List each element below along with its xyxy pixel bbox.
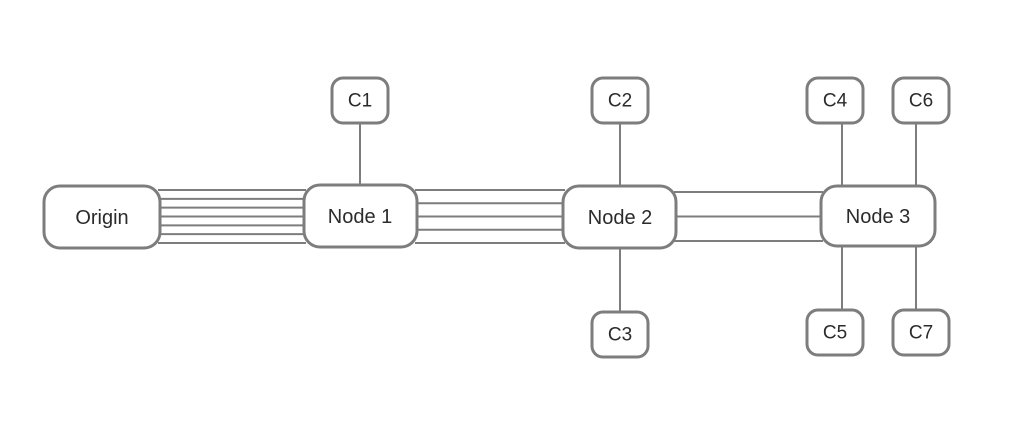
child-c6[interactable]: C6 <box>891 76 951 125</box>
child-c3-label: C3 <box>608 325 632 346</box>
child-c4-label: C4 <box>823 91 848 112</box>
child-c2[interactable]: C2 <box>590 76 650 125</box>
node-node-1[interactable]: Node 1 <box>302 183 419 249</box>
child-c6-label: C6 <box>909 91 933 112</box>
child-c2-label: C2 <box>608 91 632 112</box>
child-c3[interactable]: C3 <box>590 310 650 359</box>
child-c1[interactable]: C1 <box>330 76 390 125</box>
node-node-1-label: Node 1 <box>328 206 393 228</box>
child-c1-label: C1 <box>348 91 372 112</box>
node-node-3-label: Node 3 <box>846 206 911 228</box>
child-c4[interactable]: C4 <box>805 76 865 125</box>
child-c5[interactable]: C5 <box>805 308 865 357</box>
node-node-3[interactable]: Node 3 <box>819 184 937 248</box>
child-connectors <box>359 123 917 312</box>
link-node1-node2 <box>415 189 565 244</box>
child-c5-label: C5 <box>823 323 847 344</box>
link-origin-node1 <box>158 189 306 244</box>
child-c7-label: C7 <box>909 323 933 344</box>
node-origin[interactable]: Origin <box>42 184 162 250</box>
child-c7[interactable]: C7 <box>891 308 951 357</box>
node-origin-label: Origin <box>75 207 128 229</box>
node-node-2-label: Node 2 <box>588 207 653 229</box>
node-node-2[interactable]: Node 2 <box>561 184 678 250</box>
link-node2-node3 <box>674 191 823 242</box>
